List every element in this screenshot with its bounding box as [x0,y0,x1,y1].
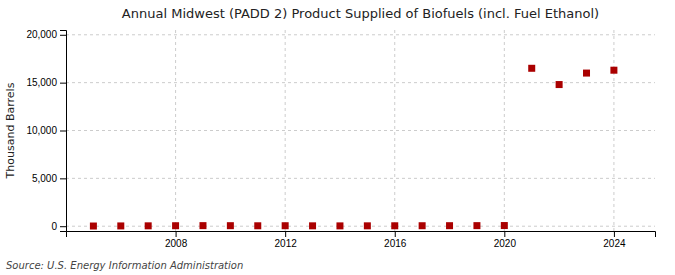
tick-label: 2016 [384,238,407,249]
point [364,222,371,229]
point [90,223,97,230]
tick-label: 0 [51,221,57,232]
point [501,222,508,229]
point [227,222,234,229]
grid [66,30,655,231]
grid-line [66,178,655,179]
point [528,65,535,72]
point [254,222,261,229]
tick: 0 [51,221,66,232]
tick-mark [285,231,286,237]
tick-label: 15,000 [26,77,57,88]
tick-label: 5,000 [32,173,57,184]
tick-mark [60,131,66,132]
tick: 2012 [275,231,298,249]
point [556,81,563,88]
point [282,222,289,229]
axis-line [60,31,67,232]
point [117,222,124,229]
tick-mark [614,231,615,237]
plot: 2008 2012 2016 2020 2024 0 5,000 10,000 15,000 20… [26,29,655,249]
chart: 2008 2012 2016 2020 2024 0 5,000 10,000 15,000 20… [0,0,675,275]
tick: 15,000 [26,77,66,88]
axis-line [67,232,656,238]
point [309,222,316,229]
tick: 2024 [603,231,626,249]
x-axis: 2008 2012 2016 2020 2024 [67,231,656,249]
tick-label: 2020 [494,238,517,249]
point [391,222,398,229]
tick-mark [176,231,177,237]
point [419,222,426,229]
tick-mark [60,83,66,84]
grid-line [394,30,395,231]
tick-label: 2012 [275,238,298,249]
y-axis: 0 5,000 10,000 15,000 20,000 [26,29,66,231]
grid-line [66,82,655,83]
point [583,70,590,77]
point [145,222,152,229]
tick: 2008 [165,231,188,249]
grid-line [66,130,655,131]
tick-label: 10,000 [26,125,57,136]
tick-mark [60,35,66,36]
point [172,222,179,229]
y-axis-title: Thousand Barrels [4,82,17,179]
tick-mark [395,231,396,237]
tick-mark [504,231,505,237]
tick-label: 2008 [165,238,188,249]
tick-label: 20,000 [26,29,57,40]
tick-mark [60,226,66,227]
grid-line [66,34,655,35]
points [90,65,618,230]
tick-label: 2024 [603,238,626,249]
tick: 2020 [494,231,517,249]
point [446,222,453,229]
tick: 10,000 [26,125,66,136]
grid-line [66,226,655,227]
point [610,67,617,74]
tick: 20,000 [26,29,66,40]
annotation: Source: U.S. Energy Information Administ… [6,260,243,271]
point [199,222,206,229]
tick: 2016 [384,231,407,249]
title: Annual Midwest (PADD 2) Product Supplied… [122,6,599,21]
point [473,222,480,229]
tick: 5,000 [32,173,66,184]
tick-mark [60,178,66,179]
point [336,222,343,229]
